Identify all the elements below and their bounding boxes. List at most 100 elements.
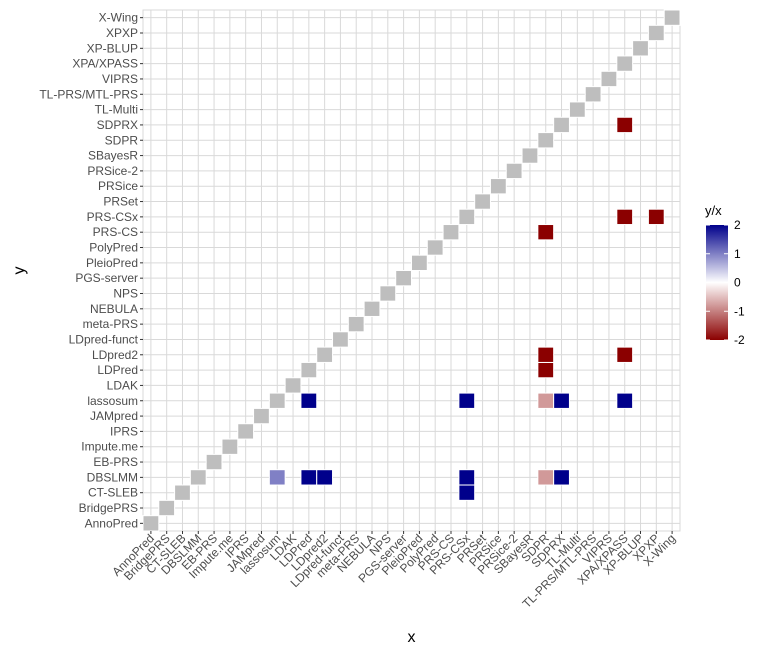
diagonal-cell (647, 24, 665, 42)
diagonal-cell (158, 499, 176, 517)
diagonal-cell (426, 239, 444, 256)
diagonal-cell (316, 346, 334, 363)
diagonal-cell (284, 377, 302, 394)
heatmap-cell (300, 392, 318, 409)
y-axis-title: y (11, 267, 28, 275)
y-tick-label: PRSet (103, 195, 138, 209)
diagonal-cell (537, 132, 555, 149)
diagonal-cell (521, 147, 539, 164)
heatmap-cell (537, 346, 555, 363)
diagonal-cell (221, 438, 239, 455)
legend-tick-label: 1 (734, 247, 741, 261)
heatmap-cell (458, 484, 476, 501)
y-tick-label: BridgePRS (79, 501, 138, 515)
y-tick-label: LDAK (107, 378, 138, 392)
diagonal-cell (300, 361, 318, 379)
diagonal-cell (568, 101, 586, 118)
heatmap-cell (537, 392, 555, 409)
legend-ticks: -2 -1 0 1 2 (706, 218, 745, 347)
y-tick-label: X-Wing (99, 11, 138, 25)
y-tick-label: PRSice (98, 179, 138, 193)
diagonal-cell (174, 484, 191, 501)
diagonal-cell (474, 193, 491, 210)
y-tick-label: PleioPred (86, 256, 138, 270)
diagonal-cell (584, 86, 602, 103)
heatmap-cell (458, 469, 476, 486)
y-tick-label: AnnoPred (85, 516, 138, 530)
diagonal-cell (268, 392, 286, 409)
heatmap-cell (553, 469, 570, 486)
diagonal-cell (205, 453, 223, 471)
y-tick-label: XP-BLUP (87, 41, 138, 55)
diagonal-cell (347, 315, 365, 333)
legend-tick-label: -1 (734, 304, 745, 318)
legend-tick-label: 2 (734, 218, 741, 232)
heatmap-cell (616, 116, 634, 134)
legend-tick-label: -2 (734, 333, 745, 347)
heatmap-cell (537, 361, 555, 379)
heatmap-cell (537, 469, 555, 486)
legend-colorbar (706, 225, 728, 340)
heatmap-cell (300, 469, 318, 486)
plot-panel (142, 9, 681, 532)
diagonal-cell (616, 55, 634, 72)
diagonal-cell (663, 9, 681, 26)
y-tick-label: XPXP (106, 26, 138, 40)
y-tick-label: XPA/XPASS (72, 57, 138, 71)
diagonal-cell (505, 162, 523, 180)
y-tick-label: LDpred2 (92, 348, 138, 362)
y-tick-label: TL-Multi (95, 103, 138, 117)
y-tick-label: SBayesR (88, 149, 138, 163)
y-tick-label: NPS (113, 286, 138, 300)
y-tick-label: CT-SLEB (88, 486, 138, 500)
y-tick-label: DBSLMM (87, 470, 138, 484)
heatmap-cell (458, 392, 476, 409)
y-tick-label: SDPR (105, 133, 139, 147)
diagonal-cell (553, 116, 570, 134)
diagonal-cell (237, 423, 255, 440)
heatmap-cells (142, 9, 681, 532)
y-tick-label: JAMpred (90, 409, 138, 423)
heatmap-cell (616, 208, 634, 226)
y-tick-label: VIPRS (102, 72, 138, 86)
heatmap-cell (268, 469, 286, 486)
y-tick-label: SDPRX (97, 118, 138, 132)
y-tick-label: IPRS (110, 424, 138, 438)
legend-tick-label: 0 (734, 276, 741, 290)
heatmap-cell (537, 224, 555, 241)
heatmap-cell (316, 469, 334, 486)
heatmap-cell (616, 346, 634, 363)
diagonal-cell (489, 178, 507, 195)
diagonal-cell (458, 208, 476, 226)
y-tick-label: PRS-CS (93, 225, 138, 239)
heatmap-cell (553, 392, 570, 409)
y-tick-label: meta-PRS (83, 317, 138, 331)
y-tick-label: EB-PRS (93, 455, 138, 469)
gridlines (143, 10, 680, 531)
x-axis-title: x (408, 629, 416, 646)
y-tick-label: PRS-CSx (87, 210, 138, 224)
diagonal-cell (253, 407, 270, 425)
y-tick-label: LDPred (97, 363, 138, 377)
diagonal-cell (395, 270, 412, 287)
y-tick-label: Impute.me (81, 440, 138, 454)
diagonal-cell (442, 224, 460, 241)
diagonal-cell (332, 331, 349, 348)
y-tick-label: lassosum (87, 394, 138, 408)
y-tick-label: LDpred-funct (69, 332, 139, 346)
diagonal-cell (600, 70, 618, 88)
y-tick-label: PGS-server (75, 271, 138, 285)
diagonal-cell (363, 300, 381, 317)
heatmap-cell (647, 208, 665, 226)
diagonal-cell (189, 469, 207, 486)
diagonal-cell (411, 254, 428, 271)
diagonal-cell (379, 285, 397, 302)
y-tick-label: PolyPred (89, 241, 138, 255)
legend-title: y/x (705, 203, 722, 218)
diagonal-cell (142, 515, 160, 532)
diagonal-cell (632, 40, 649, 57)
y-tick-label: NEBULA (90, 302, 138, 316)
heatmap-cell (616, 392, 634, 409)
